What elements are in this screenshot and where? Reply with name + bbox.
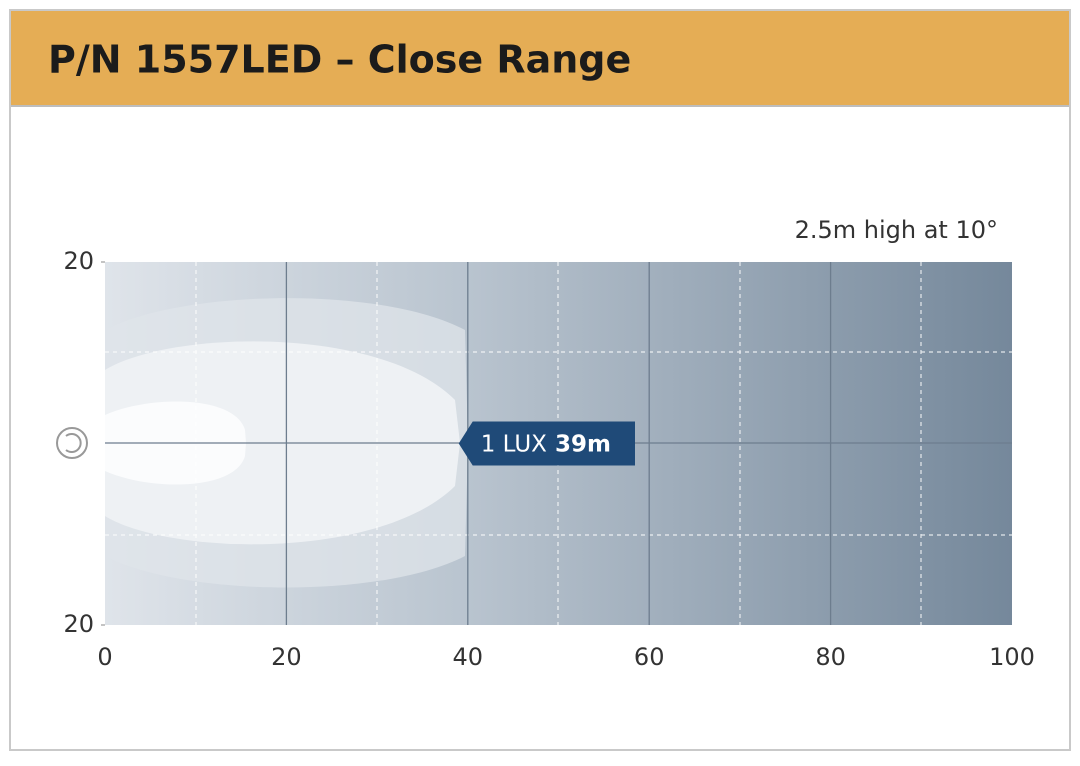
minor-grid xyxy=(105,262,1012,625)
annotation: 2.5m high at 10° xyxy=(795,216,998,244)
chart-title: P/N 1557LED – Close Range xyxy=(48,38,631,82)
x-tick-label: 100 xyxy=(989,643,1035,671)
marker-label: 1 LUX xyxy=(481,431,547,457)
marker-text: 1 LUX 39m xyxy=(481,431,611,457)
marker-flag xyxy=(458,421,635,466)
light-icon xyxy=(56,427,88,459)
x-tick-label: 40 xyxy=(453,643,484,671)
range-marker: 1 LUX 39m xyxy=(458,421,635,466)
header xyxy=(11,11,1069,106)
x-tick-label: 20 xyxy=(271,643,302,671)
marker-value: 39m xyxy=(555,431,611,457)
y-tick-label: 20 xyxy=(63,247,94,275)
x-tick-label: 80 xyxy=(815,643,846,671)
x-tick-label: 0 xyxy=(97,643,112,671)
x-tick-label: 60 xyxy=(634,643,665,671)
y-tick-label: 20 xyxy=(63,610,94,638)
